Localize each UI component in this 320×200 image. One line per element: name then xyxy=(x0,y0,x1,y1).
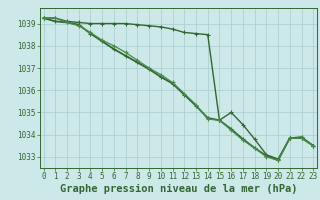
X-axis label: Graphe pression niveau de la mer (hPa): Graphe pression niveau de la mer (hPa) xyxy=(60,184,297,194)
